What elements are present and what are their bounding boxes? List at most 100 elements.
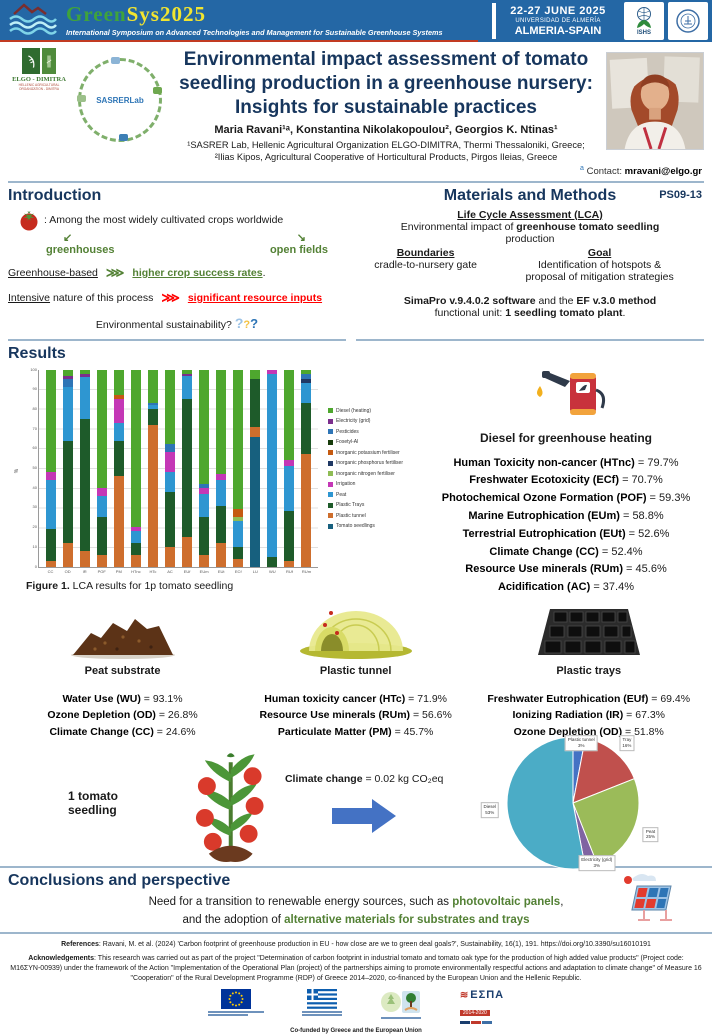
y-axis-tick: 70 (32, 425, 37, 431)
seedling-label: 1 tomato seedling (68, 788, 119, 817)
legend-item: Peat (328, 492, 403, 498)
bar-segment (301, 454, 312, 567)
peat-stats-list: Water Use (WU) = 93.1% Ozone Depletion (O… (6, 691, 239, 740)
bar-segment (250, 369, 261, 380)
legend-item: Plastic tunnel (328, 513, 403, 519)
stacked-bar-HTc: HTc (147, 369, 158, 574)
stat-line: Water Use (WU) = 93.1% (62, 693, 183, 706)
y-axis-tick: 50 (32, 465, 37, 471)
stat-line: Acidification (AC) = 37.4% (497, 581, 634, 594)
bar-segment (79, 418, 90, 551)
conclusions-heading: Conclusions and perspective (8, 871, 231, 889)
bar-segment (113, 440, 124, 476)
contact-email[interactable]: mravani@elgo.gr (624, 166, 702, 178)
peat-pile-icon (70, 619, 175, 660)
sasrer-lab-logo: SASRERLab (77, 57, 162, 142)
introduction-section: Introduction : Among the most widely cul… (8, 187, 346, 341)
authors-line: Maria Ravani¹ᵃ, Konstantina Nikolakopoul… (214, 124, 558, 137)
functional-unit-line: functional unit: 1 seedling tomato plant… (434, 306, 626, 319)
pie-slice-diesel (506, 736, 587, 870)
bar-segment (267, 556, 278, 567)
greek-rdp-logo (301, 989, 342, 1017)
funding-footer: ≋ ΕΣΠΑ 2014-2020 Co-funded by Greece and … (0, 989, 712, 1034)
bar-segment (96, 369, 107, 488)
bar-segment (96, 517, 107, 555)
y-axis-tick: 80 (32, 405, 37, 411)
bar-segment (199, 487, 210, 494)
x-axis-tick: IR (82, 568, 87, 574)
chevrons-green-icon: ⋙ (105, 264, 125, 280)
bar-segment (130, 531, 141, 543)
plastic-trays-card: Plastic trays Freshwater Eutrophication … (472, 599, 705, 740)
branch-greenhouses: greenhouses (46, 243, 115, 256)
chart-legend: Diesel (heating) Electricity (grid) Pestic… (328, 408, 403, 568)
methods-section: Materials and Methods PS09-13 Life Cycle… (356, 187, 704, 341)
y-axis-tick: 90 (32, 386, 37, 392)
bar-segment (62, 369, 73, 376)
diesel-title: Diesel for greenhouse heating (479, 430, 653, 445)
bar-segment (233, 509, 244, 518)
eu-flag-icon (220, 989, 251, 1010)
bar-segment (147, 424, 158, 567)
pie-label: Diesel 53% (480, 802, 500, 819)
bar-segment (113, 475, 124, 567)
conference-university: UNIVERSIDAD DE ALMERÍA (515, 18, 601, 24)
bar-segment (182, 537, 193, 567)
conference-tagline: International Symposium on Advanced Tech… (66, 28, 443, 37)
y-axis-tick: 60 (32, 445, 37, 451)
legend-item: Plastic Trays (328, 502, 403, 508)
stacked-bar-CC: CC (45, 369, 56, 574)
bar-segment (233, 558, 244, 567)
legend-item: Irrigation (328, 481, 403, 487)
bar-segment (164, 452, 175, 473)
bar-segment (250, 436, 261, 567)
stat-line: Climate Change (CC) = 24.6% (49, 725, 196, 738)
x-axis-tick: PM (115, 568, 122, 574)
stacked-bar-POF: POF (96, 369, 107, 574)
bar-segment (250, 426, 261, 437)
peat-substrate-card: Peat substrate Water Use (WU) = 93.1% Ozo… (6, 599, 239, 740)
greenhouse-based-label: Greenhouse-based (8, 266, 98, 279)
pie-label: Plastic tunnel 3% (564, 735, 598, 751)
eu-flag-logo (207, 989, 264, 1017)
x-axis-tick: OD (64, 568, 71, 574)
legend-item: Tomato seedlings (328, 523, 403, 529)
bar-segment (164, 444, 175, 453)
goal-block: Goal Identification of hotspots & propos… (525, 246, 674, 283)
bar-segment (62, 379, 73, 388)
bar-segment (62, 375, 73, 380)
x-axis-tick: ECf (234, 568, 242, 574)
bar-segment (113, 395, 124, 400)
x-axis-tick: LU (252, 568, 258, 574)
bar-segment (301, 373, 312, 380)
peat-substrate-name: Peat substrate (84, 665, 161, 678)
y-axis-tick: 30 (32, 504, 37, 510)
x-axis-tick: EUm (199, 568, 209, 574)
bar-segment (182, 375, 193, 400)
poster-code: PS09-13 (659, 188, 702, 201)
bar-segment (199, 493, 210, 518)
plastic-tunnel-card: Plastic tunnel Human toxicity cancer (HT… (239, 599, 472, 740)
bar-segment (147, 369, 158, 404)
bar-segment (301, 369, 312, 374)
bar-segment (199, 554, 210, 567)
bar-segment (301, 403, 312, 455)
bar-segment (130, 554, 141, 567)
climate-change-value: Climate change = 0.02 kg CO₂eq (284, 772, 444, 785)
stat-line: Resource Use minerals (RUm) = 56.6% (259, 709, 452, 722)
x-axis-tick: RUf (285, 568, 293, 574)
pie-label: Tray 16% (619, 735, 635, 751)
conference-date-block: 22-27 JUNE 2025 UNIVERSIDAD DE ALMERÍA A… (502, 5, 614, 37)
bar-segment (147, 405, 158, 409)
x-axis-tick: AC (167, 568, 173, 574)
x-axis-tick: EUt (217, 568, 225, 574)
diesel-results-block: Diesel for greenhouse heating Human Toxi… (428, 366, 704, 598)
bar-segment (267, 373, 278, 557)
plastic-trays-name: Plastic trays (556, 665, 622, 678)
pie-label: Peat 25% (642, 826, 659, 843)
affiliation-2: ²Ilias Kipos, Agricultural Cooperative o… (214, 152, 558, 163)
stacked-bar-AC: AC (164, 369, 175, 574)
bar-segment (301, 383, 312, 404)
diesel-stats-list: Human Toxicity non-cancer (HTnc) = 79.7%… (428, 455, 704, 598)
x-axis-tick: RUm (301, 568, 312, 574)
